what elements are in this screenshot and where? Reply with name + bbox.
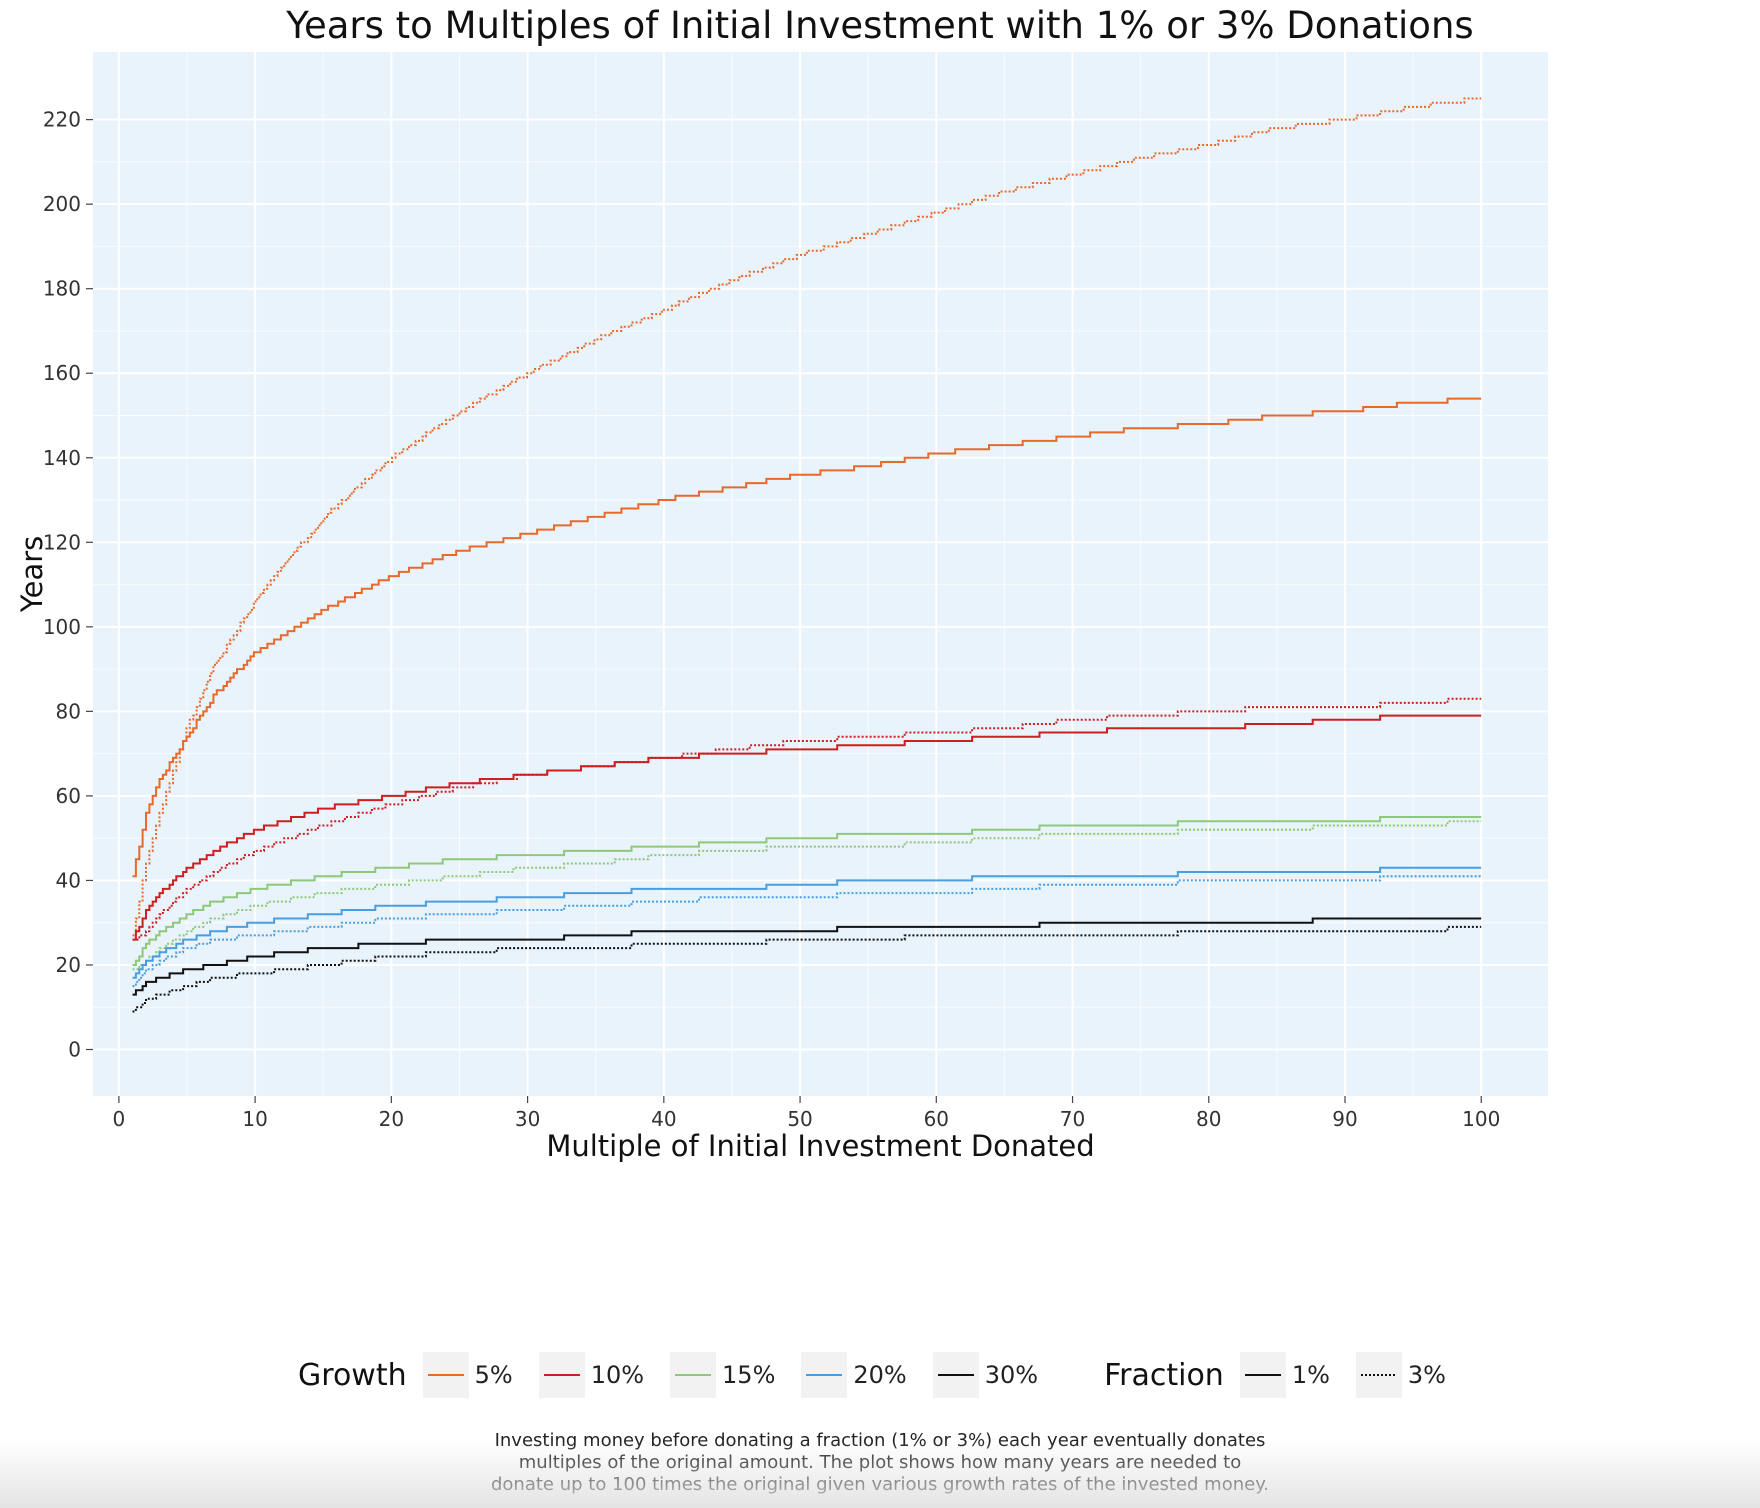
series-line-20pct-3pct [132, 875, 1482, 988]
caption-line-3: donate up to 100 times the original give… [490, 1474, 1270, 1495]
caption: Investing money before donating a fracti… [0, 1430, 1760, 1496]
y-tick-label: 220 [43, 108, 81, 132]
x-tick-label: 20 [379, 1107, 404, 1131]
x-tick-label: 70 [1060, 1107, 1085, 1131]
x-tick-label: 90 [1332, 1107, 1357, 1131]
x-tick-label: 60 [924, 1107, 949, 1131]
y-tick-label: 100 [43, 615, 81, 639]
y-tick-label: 60 [56, 784, 81, 808]
y-axis: 0 20 40 60 80 100 120 140 160 180 200 220 [43, 108, 93, 1062]
plot-area: 0 10 20 30 40 50 60 70 80 90 100 0 20 40 60 80 100 120 14… [15, 52, 1548, 1163]
chart-title: Years to Multiples of Initial Investment… [286, 4, 1474, 47]
series-line-10pct-1pct [132, 714, 1482, 941]
grid-minor [93, 52, 1548, 1096]
x-tick-label: 30 [515, 1107, 540, 1131]
legend-key-solid [1239, 1352, 1286, 1398]
y-tick-label: 160 [43, 361, 81, 385]
x-axis: 0 10 20 30 40 50 60 70 80 90 100 [113, 1096, 1500, 1131]
y-tick-label: 0 [68, 1038, 81, 1062]
legend-label-3pct: 3% [1407, 1361, 1446, 1389]
legend-key-10 [538, 1352, 585, 1398]
legend-key-15 [670, 1352, 717, 1398]
legend: Growth 5% 10% 15% 20% 30% Fraction 1% 3% [0, 1345, 1760, 1405]
x-tick-label: 40 [651, 1107, 676, 1131]
series-layer [132, 97, 1482, 1013]
legend-label-20: 20% [853, 1361, 907, 1389]
x-axis-title: Multiple of Initial Investment Donated [546, 1129, 1094, 1163]
legend-growth-title: Growth [298, 1357, 407, 1393]
y-axis-title: Years [15, 536, 49, 614]
legend-label-15: 15% [722, 1361, 776, 1389]
legend-fraction-title: Fraction [1104, 1357, 1224, 1393]
y-tick-label: 140 [43, 446, 81, 470]
x-tick-label: 0 [113, 1107, 126, 1131]
legend-label-5: 5% [474, 1361, 513, 1389]
y-tick-label: 20 [56, 953, 81, 977]
legend-key-20 [801, 1352, 848, 1398]
caption-line-1: Investing money before donating a fracti… [494, 1430, 1266, 1451]
y-tick-label: 40 [56, 868, 81, 892]
legend-label-10: 10% [590, 1361, 645, 1389]
x-tick-label: 50 [787, 1107, 812, 1131]
series-line-5pct-1pct [132, 397, 1482, 878]
x-tick-label: 10 [242, 1107, 267, 1131]
caption-line-2: multiples of the original amount. The pl… [518, 1452, 1242, 1473]
legend-label-1pct: 1% [1291, 1361, 1330, 1389]
panel-background [93, 52, 1548, 1096]
x-tick-label: 100 [1462, 1107, 1500, 1131]
series-line-30pct-1pct [132, 917, 1482, 996]
grid-major [93, 52, 1548, 1096]
y-tick-label: 180 [43, 277, 81, 301]
series-line-30pct-3pct [132, 925, 1482, 1013]
series-line-15pct-1pct [132, 816, 1482, 966]
y-tick-label: 120 [43, 530, 81, 554]
series-line-10pct-3pct [132, 697, 1482, 941]
legend-key-5 [422, 1352, 469, 1398]
y-tick-label: 80 [56, 699, 81, 723]
legend-key-30 [932, 1352, 979, 1398]
series-line-20pct-1pct [132, 866, 1482, 979]
legend-key-dotted [1355, 1352, 1402, 1398]
y-tick-label: 200 [43, 192, 81, 216]
legend-label-30: 30% [984, 1361, 1039, 1389]
series-line-5pct-3pct [132, 97, 1482, 937]
x-tick-label: 80 [1196, 1107, 1221, 1131]
